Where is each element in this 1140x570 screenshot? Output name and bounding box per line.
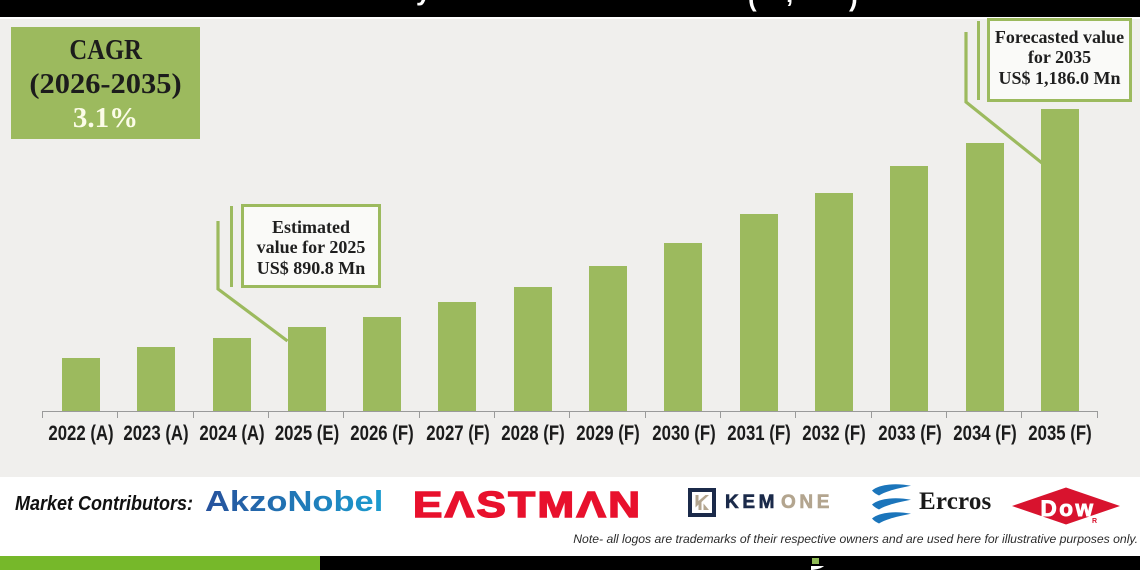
svg-text:Dow: Dow	[1041, 496, 1096, 521]
svg-text:R: R	[1092, 517, 1097, 524]
